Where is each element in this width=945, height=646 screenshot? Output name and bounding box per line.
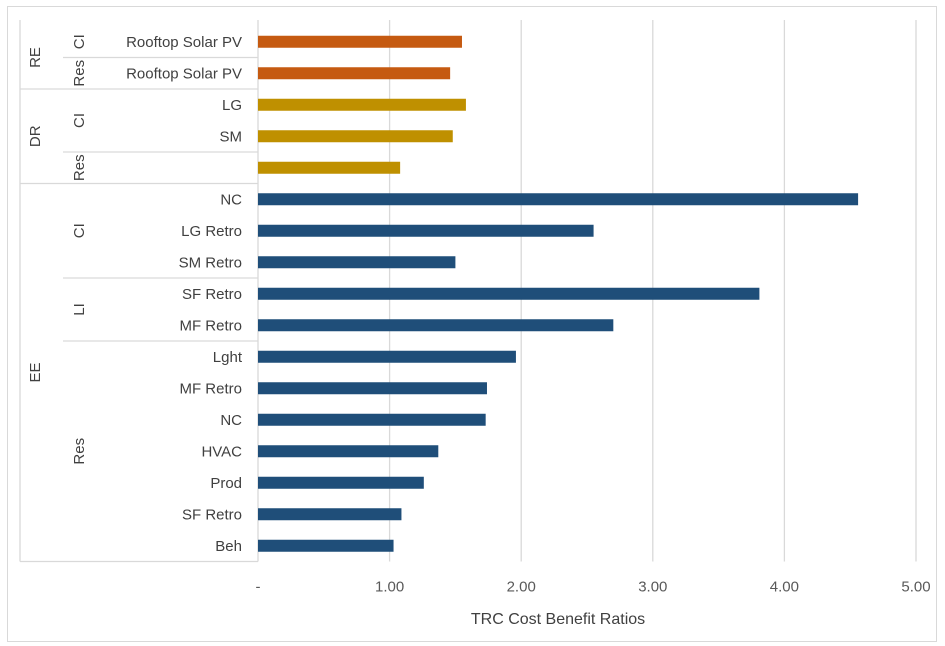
bar-category-label: SF Retro	[182, 286, 242, 303]
group-label: DR	[27, 125, 44, 147]
bar	[258, 413, 486, 426]
bar	[258, 319, 614, 332]
bar-category-label: NC	[220, 191, 242, 208]
x-tick-label: 4.00	[770, 579, 799, 596]
bar-category-label: Rooftop Solar PV	[126, 34, 242, 51]
x-tick-label: 1.00	[375, 579, 404, 596]
bar-category-label: Prod	[210, 475, 242, 492]
category-labels: Rooftop Solar PV CI Rooftop Solar PV Res RE L…	[27, 34, 243, 555]
x-tick-label: -	[256, 579, 261, 596]
x-tick-label: 3.00	[638, 579, 667, 596]
subgroup-label: Res	[71, 154, 88, 181]
bar	[258, 539, 394, 552]
bars	[258, 35, 859, 552]
subgroup-label: CI	[71, 34, 88, 49]
bar	[258, 445, 439, 458]
x-tick-labels: - 1.00 2.00 3.00 4.00 5.00	[256, 579, 931, 596]
bar-category-label: LG	[222, 97, 242, 114]
bar-category-label: HVAC	[201, 443, 242, 460]
bar	[258, 35, 462, 48]
bar-category-label: MF Retro	[179, 317, 242, 334]
subgroup-label: LI	[71, 303, 88, 316]
bar-category-label: LG Retro	[181, 223, 242, 240]
bar	[258, 193, 859, 206]
subgroup-label: Res	[71, 60, 88, 87]
bar-category-label: SF Retro	[182, 506, 242, 523]
x-tick-label: 5.00	[901, 579, 930, 596]
bar-category-label: MF Retro	[179, 380, 242, 397]
bar	[258, 508, 402, 521]
bar	[258, 98, 466, 111]
bar-category-label: Rooftop Solar PV	[126, 65, 242, 82]
x-tick-label: 2.00	[507, 579, 536, 596]
bar-category-label: Beh	[215, 538, 242, 555]
x-axis-title: TRC Cost Benefit Ratios	[471, 611, 645, 628]
bar-category-label: SM Retro	[179, 254, 242, 271]
bar	[258, 67, 451, 80]
subgroup-label: Res	[71, 438, 88, 465]
bar-category-label: SM	[220, 128, 243, 145]
bar	[258, 256, 456, 269]
bar	[258, 224, 594, 237]
bar	[258, 130, 453, 143]
subgroup-label: CI	[71, 223, 88, 238]
bar	[258, 161, 401, 174]
bar-category-label: Lght	[213, 349, 243, 366]
bar	[258, 476, 424, 489]
bar	[258, 287, 760, 300]
subgroup-label: CI	[71, 113, 88, 128]
group-label: RE	[27, 47, 44, 68]
bar	[258, 350, 516, 363]
bar-category-label: NC	[220, 412, 242, 429]
bar	[258, 382, 487, 395]
group-label: EE	[27, 362, 44, 382]
